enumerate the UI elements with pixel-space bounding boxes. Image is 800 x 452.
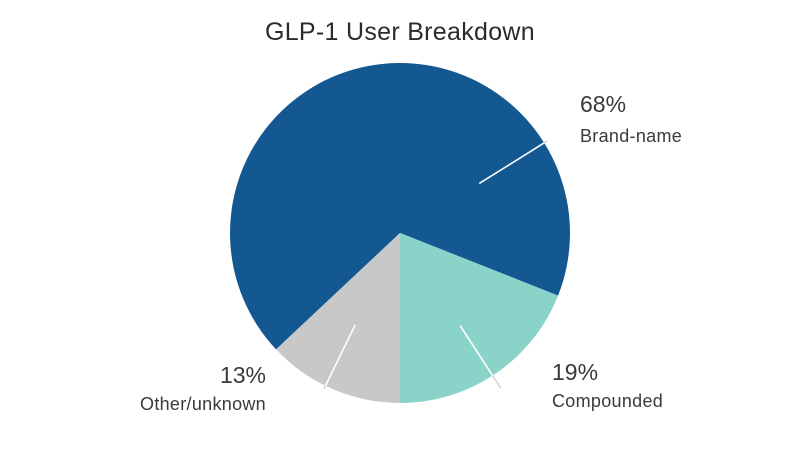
leader-line-outer-brand-name [543,140,548,144]
slice-percent-label: 68% [580,91,626,117]
slice-labels: 68% Brand-name 19% Compounded 13% Other/unkno… [140,91,682,414]
leader-line-brand-name [478,140,548,185]
slice-category-label: Brand-name [580,126,682,146]
pie-slice-other-unknown [276,233,400,403]
pie-slice-brand-name [230,63,570,350]
slice-category-label: Other/unknown [140,394,266,414]
pie-slices [230,63,570,403]
leader-line-other-unknown [323,324,357,390]
slice-percent-label: 13% [220,362,266,388]
leader-line-outer-compounded [491,375,502,389]
leader-lines [323,140,548,390]
leader-line-outer-other-unknown [323,385,327,390]
slice-percent-label: 19% [552,359,598,385]
pie-slice-compounded [400,233,559,403]
slice-category-label: Compounded [552,391,663,411]
chart-title: GLP-1 User Breakdown [265,18,535,46]
